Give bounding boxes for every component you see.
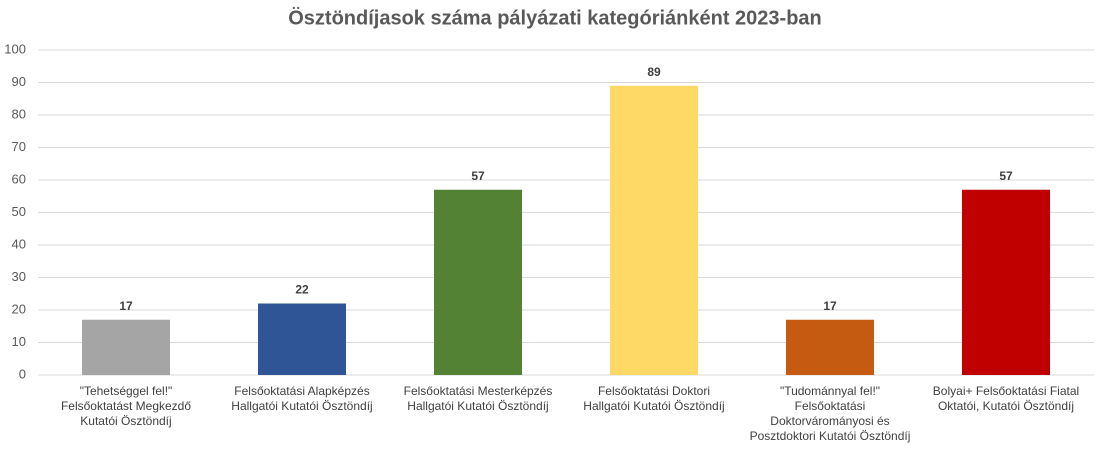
chart-title: Ösztöndíjasok száma pályázati kategórián… [288, 6, 822, 29]
y-tick-label: 30 [12, 269, 26, 284]
y-tick-label: 100 [4, 41, 26, 56]
data-label: 17 [823, 299, 837, 313]
bar [962, 189, 1050, 375]
bar [82, 319, 170, 375]
x-tick-label: Felsőoktatási Alapképzés Hallgatói Kutat… [231, 384, 373, 413]
y-tick-label: 80 [12, 106, 26, 121]
bar [434, 189, 522, 375]
data-label: 57 [471, 169, 485, 183]
x-tick-label: Felsőoktatási Doktori Hallgatói Kutatói … [583, 384, 725, 413]
y-tick-label: 10 [12, 334, 26, 349]
bar [610, 85, 698, 375]
x-tick-label: "Tehetséggel fel!" Felsőoktatást Megkezd… [60, 384, 192, 428]
data-label: 17 [119, 299, 133, 313]
y-tick-label: 0 [19, 366, 26, 381]
y-tick-label: 20 [12, 301, 26, 316]
y-tick-label: 70 [12, 139, 26, 154]
data-label: 57 [999, 169, 1013, 183]
y-tick-label: 50 [12, 204, 26, 219]
x-tick-label: Felsőoktatási Mesterképzés Hallgatói Kut… [403, 384, 553, 413]
x-tick-label: "Tudománnyal fel!" Felsőoktatási Doktorv… [749, 384, 911, 443]
y-tick-label: 60 [12, 171, 26, 186]
y-tick-label: 40 [12, 236, 26, 251]
bar [258, 303, 346, 375]
y-tick-label: 90 [12, 74, 26, 89]
bar [786, 319, 874, 375]
x-tick-label: Bolyai+ Felsőoktatási Fiatal Oktatói, Ku… [932, 384, 1080, 413]
data-label: 22 [295, 283, 309, 297]
data-label: 89 [647, 65, 661, 79]
